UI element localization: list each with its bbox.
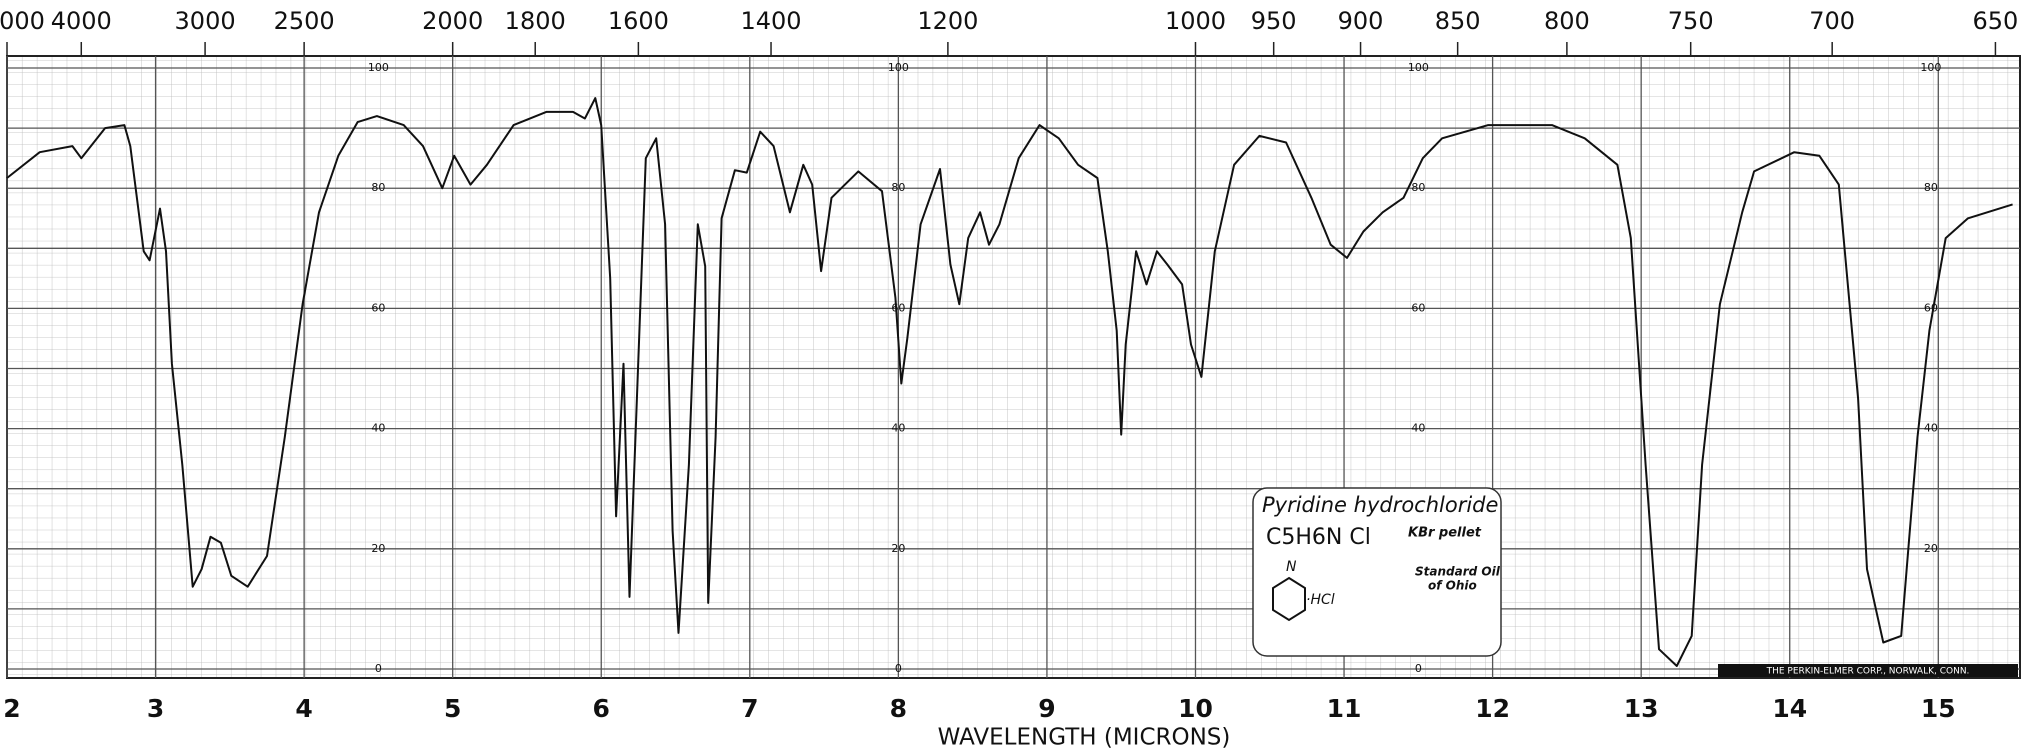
x-tick-label: 11 (1327, 694, 1362, 723)
y-tick-label: 80 (371, 181, 385, 194)
x2-tick-label: 950 (1251, 7, 1297, 35)
y-tick-label: 40 (891, 422, 905, 435)
x-tick-label: 14 (1772, 694, 1807, 723)
x-tick-label: 13 (1624, 694, 1659, 723)
y-tick-label: 60 (371, 301, 385, 314)
x2-tick-label: 3000 (175, 7, 236, 35)
y-tick-label: 0 (895, 662, 902, 675)
source-line: Standard Oil (1415, 565, 1501, 579)
x-tick-label: 9 (1038, 694, 1055, 723)
x2-tick-label: 650 (1973, 7, 2019, 35)
x2-tick-label: 2000 (422, 7, 483, 35)
x2-tick-label: 850 (1435, 7, 1481, 35)
y-tick-label: 0 (375, 662, 382, 675)
x2-tick-label: 2500 (274, 7, 335, 35)
y-tick-label: 20 (1924, 542, 1938, 555)
x2-tick-label: 1400 (740, 7, 801, 35)
y-tick-label: 20 (371, 542, 385, 555)
x-tick-label: 6 (593, 694, 610, 723)
x2-tick-label: 4000 (51, 7, 112, 35)
x-tick-label: 2 (3, 694, 20, 723)
y-tick-label: 80 (1924, 181, 1938, 194)
y-tick-label: 60 (1924, 301, 1938, 314)
y-tick-label: 80 (1411, 181, 1425, 194)
y-tick-label: 100 (888, 61, 909, 74)
salt: ·HCl (1306, 592, 1335, 608)
graph-paper (7, 56, 2020, 678)
x2-tick-label: 800 (1544, 7, 1590, 35)
y-tick-label: 80 (891, 181, 905, 194)
y-tick-label: 0 (1415, 662, 1422, 675)
x-tick-label: 4 (295, 694, 312, 723)
formula: C5H6N Cl (1266, 525, 1371, 550)
y-tick-label: 100 (1408, 61, 1429, 74)
y-tick-label: 40 (1411, 422, 1425, 435)
x-tick-label: 15 (1921, 694, 1956, 723)
annotation-box: Pyridine hydrochloride C5H6N Cl KBr pell… (1252, 487, 1502, 657)
footer-band (1718, 664, 2018, 677)
x-tick-label: 7 (741, 694, 758, 723)
compound-name: Pyridine hydrochloride (1262, 493, 1498, 517)
x-tick-label: 5 (444, 694, 461, 723)
y-tick-label: 100 (368, 61, 389, 74)
pyridine-ring (1272, 576, 1306, 622)
x2-tick-label: 900 (1338, 7, 1384, 35)
spectrum-line (6, 97, 2013, 667)
medium: KBr pellet (1408, 526, 1482, 541)
x2-tick-label: 1000 (1165, 7, 1226, 35)
footer: THE PERKIN-ELMER CORP., NORWALK, CONN. (1766, 667, 1970, 677)
x-axis-label: WAVELENGTH (MICRONS) (938, 725, 1231, 748)
y-tick-label: 60 (891, 301, 905, 314)
x2-tick-label: 1600 (608, 7, 669, 35)
x2-tick-label: 1200 (917, 7, 978, 35)
y-tick-label: 40 (371, 422, 385, 435)
x-tick-label: 12 (1475, 694, 1510, 723)
x2-tick-label: 000 (0, 7, 45, 35)
x-tick-label: 8 (890, 694, 907, 723)
ring-atom: N (1286, 559, 1297, 575)
x2-tick-label: 700 (1809, 7, 1855, 35)
y-tick-label: 60 (1411, 301, 1425, 314)
y-tick-label: 100 (1920, 61, 1941, 74)
label-card (1252, 487, 1502, 657)
y-tick-label: 40 (1924, 422, 1938, 435)
x2-tick-label: 1800 (505, 7, 566, 35)
x-tick-label: 3 (147, 694, 164, 723)
x2-tick-label: 750 (1668, 7, 1714, 35)
source-line: of Ohio (1428, 579, 1477, 593)
y-tick-label: 20 (891, 542, 905, 555)
x-tick-label: 10 (1178, 694, 1213, 723)
